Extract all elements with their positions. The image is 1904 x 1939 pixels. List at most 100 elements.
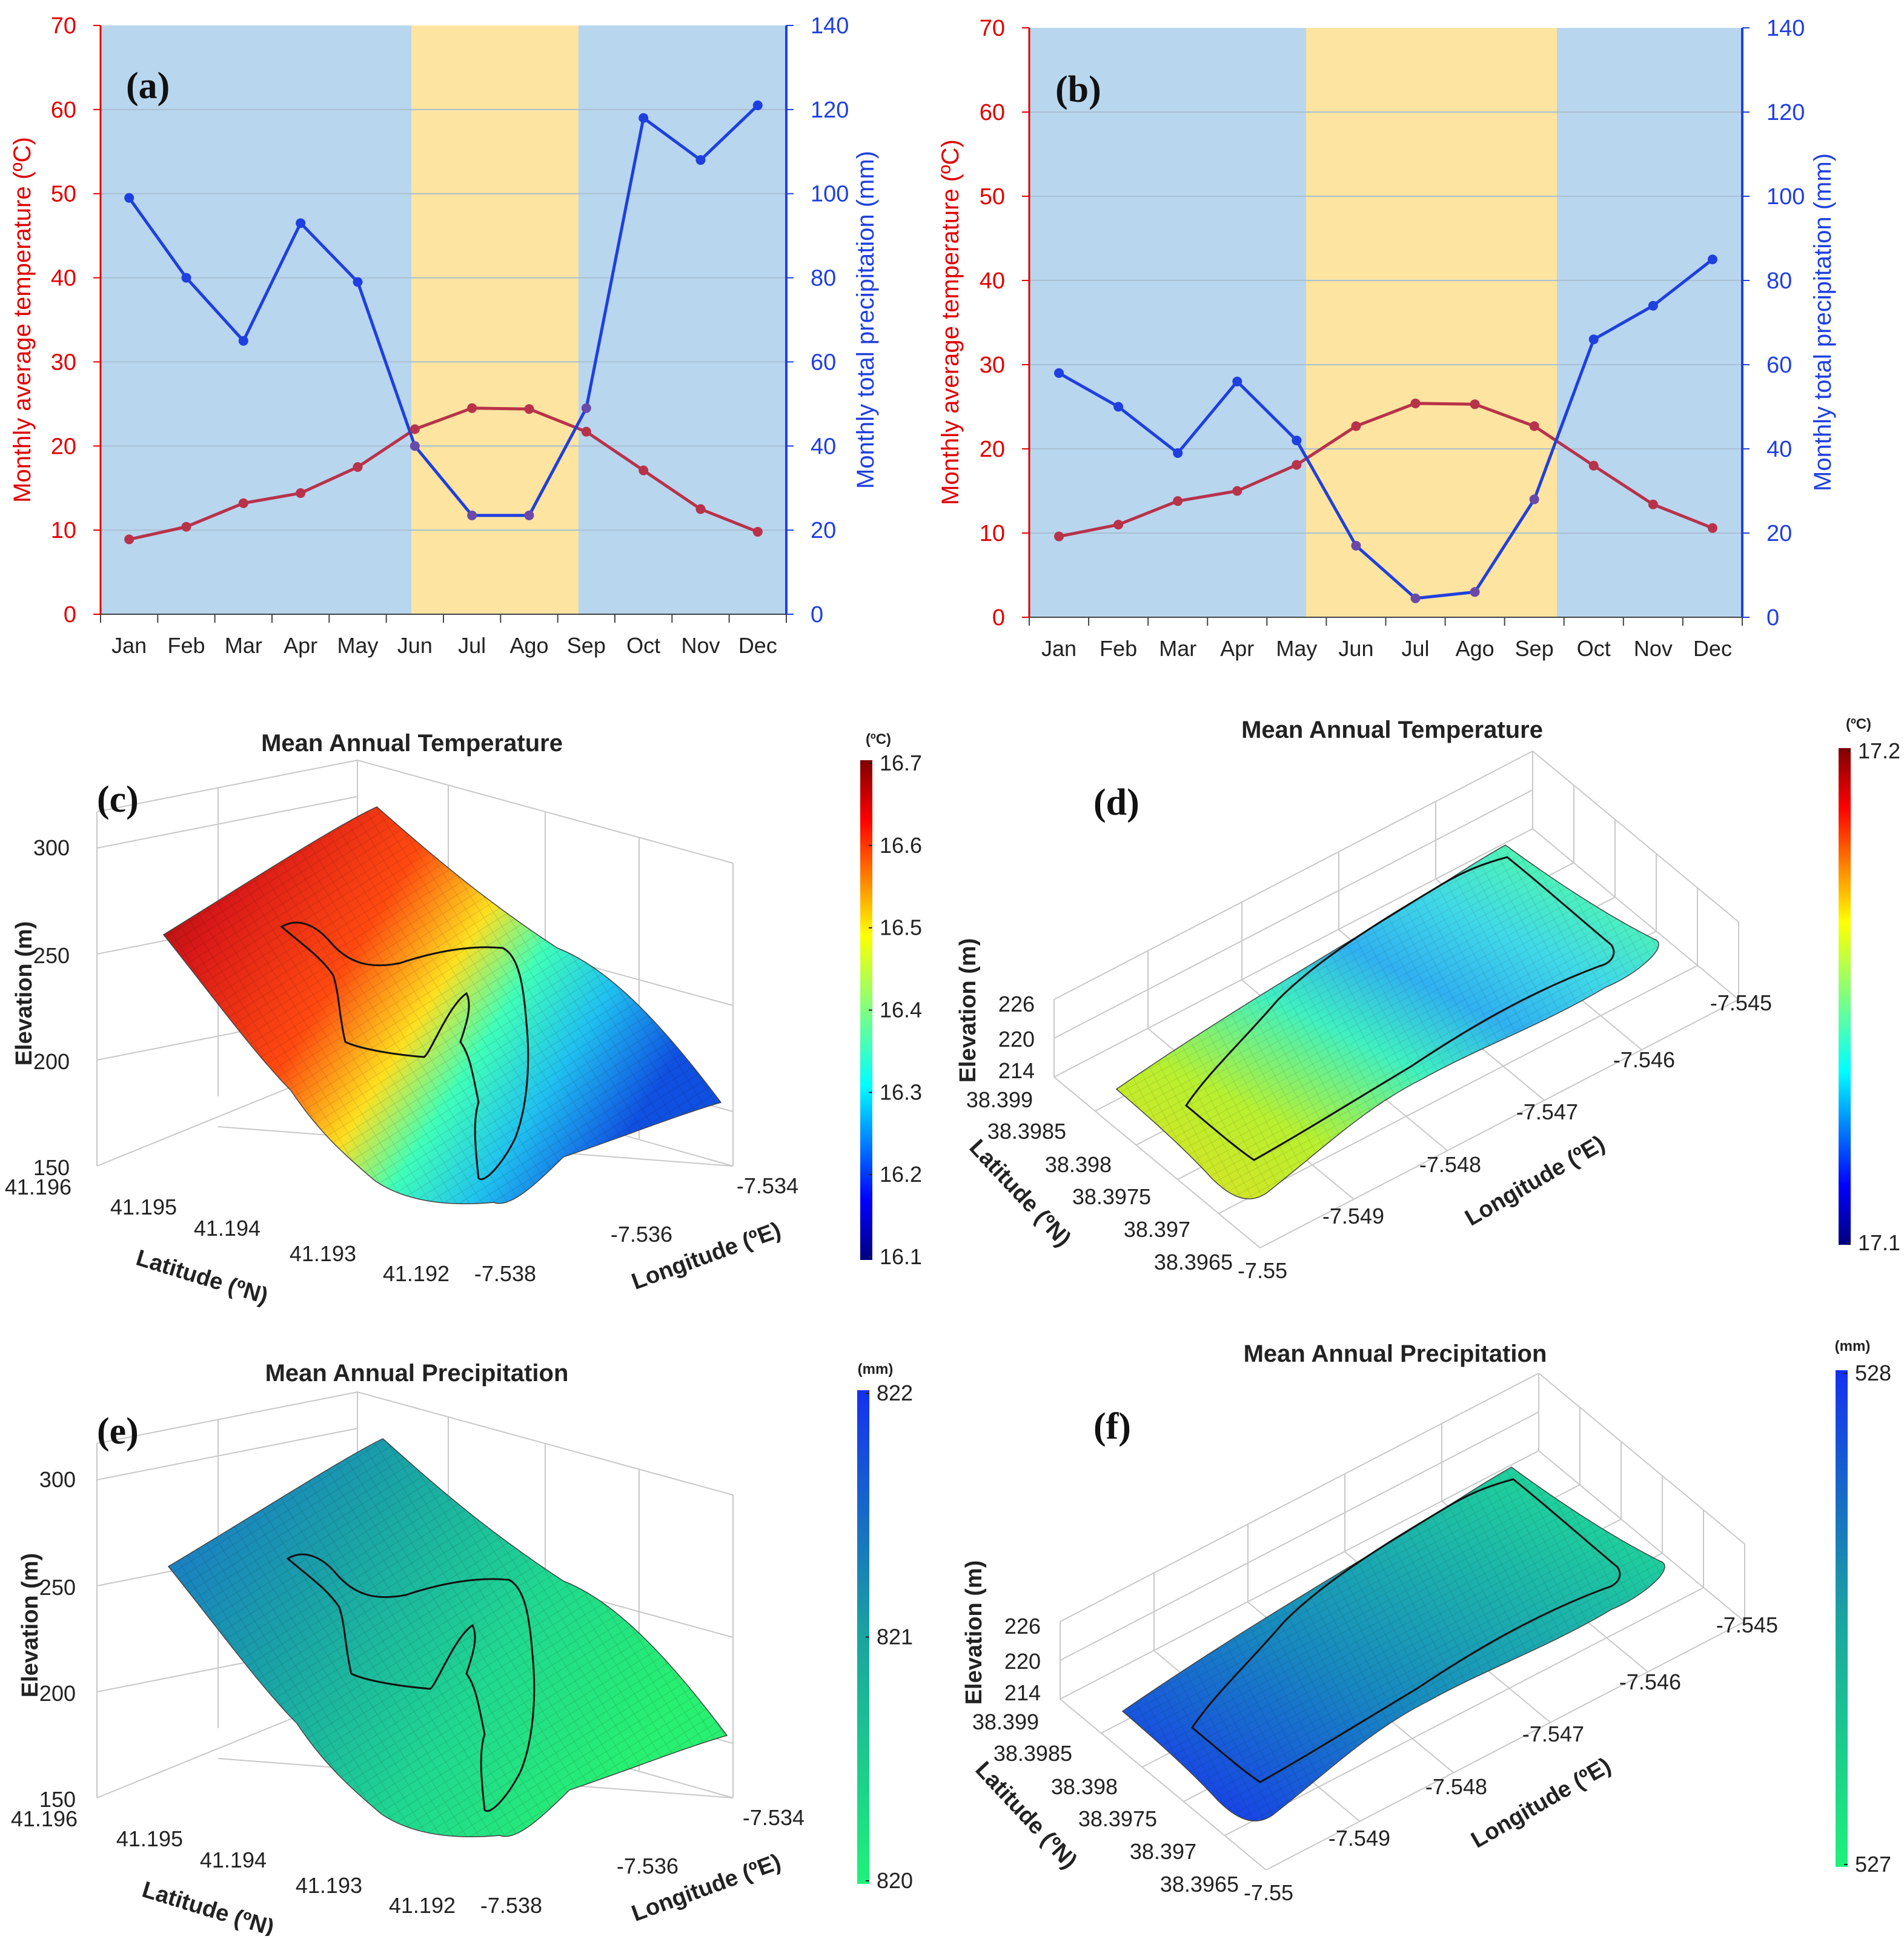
e-z-tick: 150 — [39, 1787, 76, 1812]
a-ytick-left: 30 — [51, 350, 76, 375]
b-ytick-left: 0 — [992, 605, 1005, 631]
panel-b-precipitation-line — [1058, 258, 1714, 600]
a-precipitation-point-Nov — [695, 155, 706, 165]
d-y-tick: 38.3975 — [1072, 1184, 1151, 1209]
d-z-tick: 226 — [998, 992, 1035, 1016]
panel-b-ylabel-left: Monthly average temperature (ºC) — [937, 139, 964, 505]
f-x-tick: -7.547 — [1522, 1722, 1584, 1746]
c-colorbar-tick: 16.2 — [880, 1162, 922, 1187]
d-y-tick: 38.3965 — [1154, 1250, 1233, 1274]
f-y-tick: 38.397 — [1130, 1839, 1196, 1864]
b-ytick-right: 100 — [1766, 184, 1805, 210]
panel-d-colorbar-unit: (ºC) — [1846, 716, 1871, 732]
d-x-tick: -7.55 — [1238, 1258, 1287, 1283]
panel-b-wet-season-right — [1557, 28, 1742, 617]
c-x-tick: -7.536 — [611, 1222, 672, 1247]
a-ytick-right: 40 — [811, 434, 836, 459]
b-xtick-Nov: Nov — [1634, 636, 1673, 661]
a-temperature-point-Mar — [238, 498, 248, 508]
c-z-tick: 300 — [33, 835, 70, 860]
a-precipitation-point-Oct — [639, 113, 649, 123]
b-xtick-Sep: Sep — [1515, 636, 1554, 661]
panel-c-colorbar-unit: (ºC) — [866, 731, 891, 747]
e-x-tick: -7.534 — [743, 1805, 804, 1830]
b-precipitation-point-Apr — [1232, 376, 1242, 386]
e-colorbar-tick: 822 — [877, 1381, 913, 1405]
a-temperature-point-May — [353, 462, 363, 472]
d-z-tick: 220 — [998, 1027, 1035, 1052]
b-ytick-right: 20 — [1766, 521, 1792, 546]
a-xtick-Dec: Dec — [738, 633, 777, 658]
d-colorbar-tick: 17.2 — [1858, 738, 1900, 763]
f-y-tick: 38.398 — [1051, 1774, 1118, 1799]
a-xtick-Nov: Nov — [681, 633, 720, 658]
panel-f-colorbar-unit: (mm) — [1835, 1338, 1871, 1354]
panel-f-site-boundary — [1190, 1478, 1621, 1783]
a-temperature-point-Jan — [124, 534, 134, 545]
b-temperature-point-May — [1292, 460, 1302, 470]
f-y-tick: 38.3985 — [993, 1741, 1072, 1766]
b-precipitation-point-May — [1292, 436, 1302, 446]
b-xtick-Jul: Jul — [1402, 636, 1430, 661]
a-xtick-Sep: Sep — [567, 633, 606, 658]
b-xtick-Oct: Oct — [1577, 636, 1611, 661]
a-precipitation-point-Jun — [410, 441, 420, 451]
panel-b-dry-season-band — [1306, 28, 1557, 617]
d-y-tick: 38.397 — [1124, 1217, 1190, 1242]
panel-e-precipitation-surface: 150 200 250 300 41.196 41.195 41.194 41.193 41.1… — [11, 1360, 913, 1939]
b-temperature-point-Ago — [1470, 399, 1480, 409]
e-z-tick: 250 — [39, 1575, 76, 1600]
panel-a-ylabel-right: Monthly total precipitation (mm) — [852, 151, 879, 489]
a-ytick-left: 20 — [51, 434, 76, 459]
panel-a-dry-season-band — [411, 25, 579, 614]
c-colorbar-tick: 16.1 — [880, 1244, 922, 1269]
d-y-tick: 38.3985 — [987, 1119, 1066, 1144]
f-x-tick: -7.545 — [1716, 1613, 1778, 1637]
a-precipitation-point-Apr — [296, 218, 306, 228]
panel-f-colorbar — [1836, 1370, 1848, 1867]
c-x-tick: -7.538 — [474, 1261, 536, 1286]
b-precipitation-point-Dec — [1707, 254, 1717, 265]
c-z-tick: 250 — [33, 943, 70, 968]
c-z-tick: 150 — [33, 1155, 70, 1180]
b-precipitation-point-Feb — [1113, 402, 1124, 412]
e-y-tick: 41.195 — [116, 1826, 183, 1851]
e-z-tick: 300 — [39, 1467, 76, 1492]
a-xtick-Ago: Ago — [509, 633, 548, 658]
b-ytick-right: 120 — [1766, 100, 1805, 125]
a-temperature-point-Apr — [296, 488, 306, 499]
panel-d-label: (d) — [1093, 782, 1139, 823]
a-precipitation-point-Dec — [752, 100, 763, 110]
c-z-tick: 200 — [33, 1049, 70, 1074]
a-precipitation-point-Sep — [581, 403, 591, 413]
a-ytick-right: 140 — [811, 13, 849, 39]
panel-a-wet-season-left — [101, 25, 411, 614]
d-colorbar-tick: 17.1 — [1858, 1230, 1900, 1255]
b-temperature-point-Jun — [1351, 421, 1361, 431]
c-y-tick: 41.194 — [194, 1216, 260, 1241]
c-y-tick: 41.193 — [290, 1241, 356, 1266]
b-precipitation-point-Oct — [1588, 334, 1599, 345]
b-xtick-Mar: Mar — [1159, 636, 1196, 661]
panel-a-wet-season-right — [579, 25, 786, 614]
panel-d-temperature-surface: 214 220 226 38.399 38.3985 38.398 38.3975 38.39… — [955, 716, 1900, 1283]
a-temperature-point-Nov — [695, 504, 706, 514]
panel-d-colorbar — [1839, 748, 1851, 1245]
panel-c-ylabel: Latitude (ºN) — [133, 1245, 271, 1310]
panel-e-ylabel: Latitude (ºN) — [139, 1877, 277, 1936]
panel-c-temperature-surface: 150 200 250 300 41.196 41.195 41.194 41.193 41.1… — [5, 730, 922, 1309]
a-precipitation-point-Mar — [238, 336, 248, 346]
a-ytick-left: 0 — [64, 602, 76, 628]
f-colorbar-tick: 528 — [1855, 1361, 1891, 1385]
panel-a-climate-chart: Jan Feb Mar Apr May Jun Jul Ago Sep Oct Nov Dec 0 10… — [9, 13, 879, 658]
panel-f-label: (f) — [1093, 1406, 1131, 1447]
e-z-tick: 200 — [39, 1681, 76, 1706]
b-xtick-Feb: Feb — [1100, 636, 1137, 661]
panel-b-ylabel-right: Monthly total precipitation (mm) — [1809, 153, 1836, 491]
b-temperature-point-Sep — [1529, 421, 1539, 431]
f-y-tick: 38.3975 — [1078, 1806, 1157, 1831]
panel-b-climate-chart: Jan Feb Mar Apr May Jun Jul Ago Sep Oct Nov Dec 0 10… — [937, 16, 1836, 661]
b-ytick-left: 70 — [980, 16, 1005, 41]
a-xtick-Jan: Jan — [111, 633, 147, 658]
